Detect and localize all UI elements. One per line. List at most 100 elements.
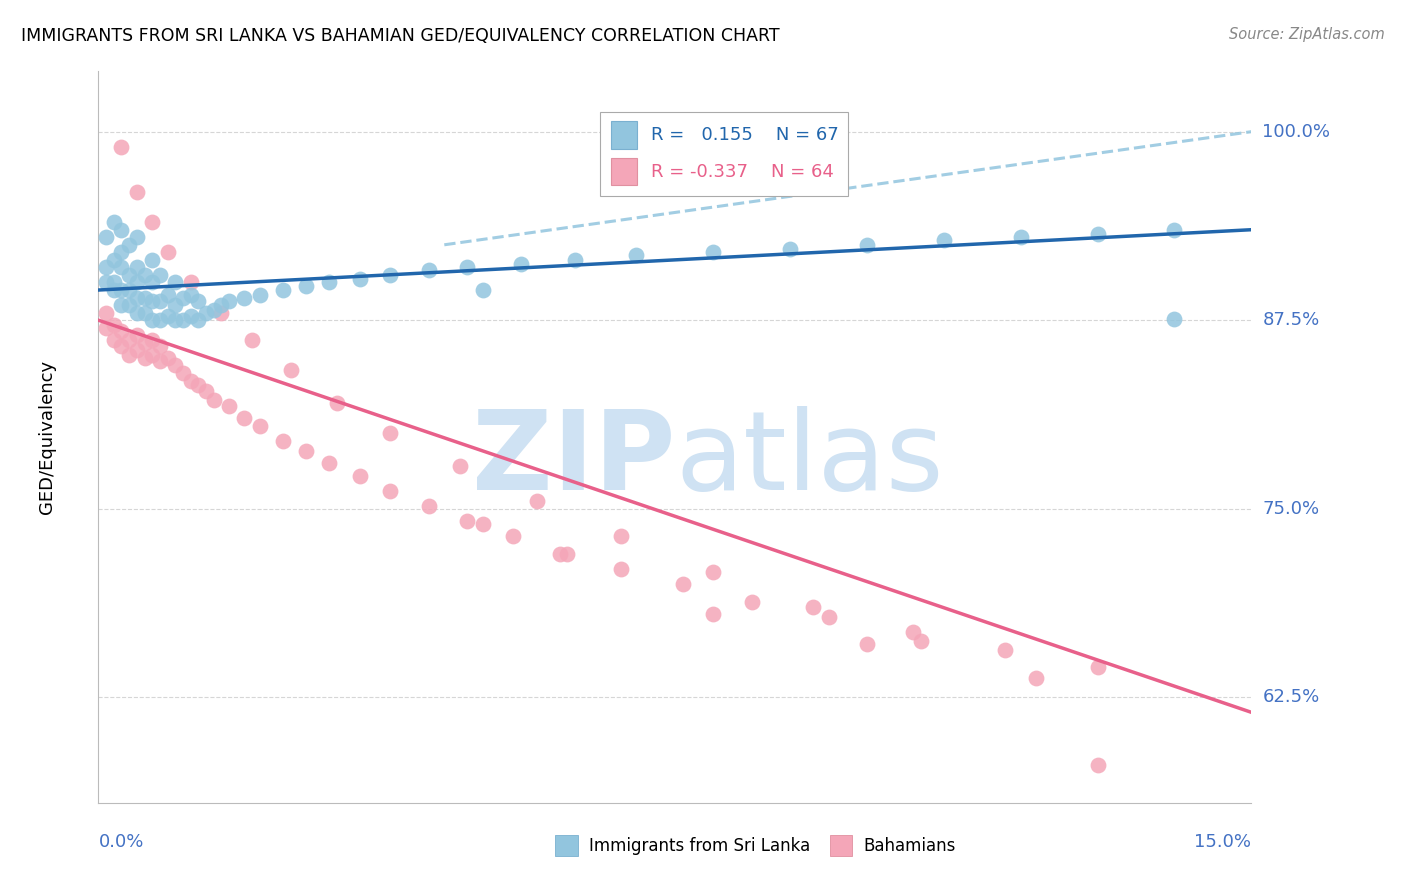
- Point: [110, 339, 132, 353]
- Point: [418, 263, 440, 277]
- Text: Source: ZipAtlas.com: Source: ZipAtlas.com: [1229, 27, 1385, 42]
- Point: [271, 283, 294, 297]
- Point: [526, 494, 548, 508]
- Point: [801, 599, 824, 614]
- Point: [103, 333, 125, 347]
- Point: [910, 634, 932, 648]
- Point: [156, 245, 179, 260]
- Point: [165, 359, 187, 373]
- Point: [110, 260, 132, 275]
- Text: atlas: atlas: [675, 406, 943, 513]
- Point: [110, 140, 132, 154]
- Point: [295, 278, 318, 293]
- Point: [233, 291, 256, 305]
- Text: GED/Equivalency: GED/Equivalency: [38, 360, 56, 514]
- Text: R = -0.337    N = 64: R = -0.337 N = 64: [651, 162, 834, 180]
- Point: [1087, 758, 1109, 772]
- Point: [94, 306, 117, 320]
- Point: [741, 595, 763, 609]
- Point: [103, 283, 125, 297]
- Point: [141, 215, 163, 229]
- Point: [901, 625, 924, 640]
- Point: [202, 302, 225, 317]
- Point: [702, 245, 724, 260]
- Point: [94, 276, 117, 290]
- Point: [118, 298, 141, 312]
- Point: [118, 348, 141, 362]
- Point: [1025, 671, 1047, 685]
- Point: [149, 293, 172, 308]
- Point: [817, 610, 839, 624]
- Point: [141, 293, 163, 308]
- Point: [240, 333, 263, 347]
- Point: [994, 643, 1017, 657]
- Point: [1087, 227, 1109, 242]
- Point: [125, 343, 148, 358]
- Text: 62.5%: 62.5%: [1263, 689, 1320, 706]
- Point: [1010, 230, 1032, 244]
- Point: [118, 237, 141, 252]
- Point: [134, 351, 156, 365]
- Point: [209, 298, 232, 312]
- Point: [449, 459, 471, 474]
- Point: [1163, 311, 1185, 326]
- Point: [103, 252, 125, 267]
- Point: [172, 366, 194, 380]
- Point: [856, 237, 879, 252]
- Text: 100.0%: 100.0%: [1263, 123, 1330, 141]
- Point: [141, 348, 163, 362]
- Point: [626, 248, 648, 262]
- FancyBboxPatch shape: [612, 158, 637, 186]
- Text: ZIP: ZIP: [471, 406, 675, 513]
- Point: [271, 434, 294, 448]
- Point: [187, 378, 209, 392]
- Point: [125, 230, 148, 244]
- Point: [702, 565, 724, 579]
- Point: [318, 457, 340, 471]
- Point: [564, 252, 586, 267]
- Point: [380, 268, 402, 282]
- Point: [172, 313, 194, 327]
- Point: [471, 283, 494, 297]
- Point: [209, 306, 232, 320]
- Point: [103, 215, 125, 229]
- Point: [180, 287, 202, 301]
- Point: [610, 562, 633, 576]
- Point: [165, 298, 187, 312]
- Point: [671, 577, 693, 591]
- Point: [103, 318, 125, 332]
- Point: [125, 328, 148, 343]
- Point: [125, 260, 148, 275]
- Text: 87.5%: 87.5%: [1263, 311, 1320, 329]
- Point: [149, 339, 172, 353]
- Point: [187, 293, 209, 308]
- Point: [141, 276, 163, 290]
- Point: [118, 268, 141, 282]
- Point: [134, 335, 156, 350]
- Point: [856, 637, 879, 651]
- Point: [141, 252, 163, 267]
- Point: [110, 324, 132, 338]
- Point: [610, 529, 633, 543]
- Point: [325, 396, 347, 410]
- Point: [165, 313, 187, 327]
- Point: [380, 483, 402, 498]
- Point: [149, 313, 172, 327]
- Point: [233, 411, 256, 425]
- Point: [149, 354, 172, 368]
- Point: [502, 529, 524, 543]
- Point: [94, 230, 117, 244]
- Point: [202, 393, 225, 408]
- Text: 0.0%: 0.0%: [98, 833, 143, 851]
- Point: [118, 283, 141, 297]
- Text: R =   0.155    N = 67: R = 0.155 N = 67: [651, 126, 838, 144]
- Point: [280, 363, 302, 377]
- Point: [249, 418, 271, 433]
- Point: [156, 287, 179, 301]
- Point: [149, 268, 172, 282]
- Point: [134, 306, 156, 320]
- Point: [932, 233, 955, 247]
- Point: [295, 444, 318, 458]
- Point: [548, 547, 571, 561]
- Point: [94, 260, 117, 275]
